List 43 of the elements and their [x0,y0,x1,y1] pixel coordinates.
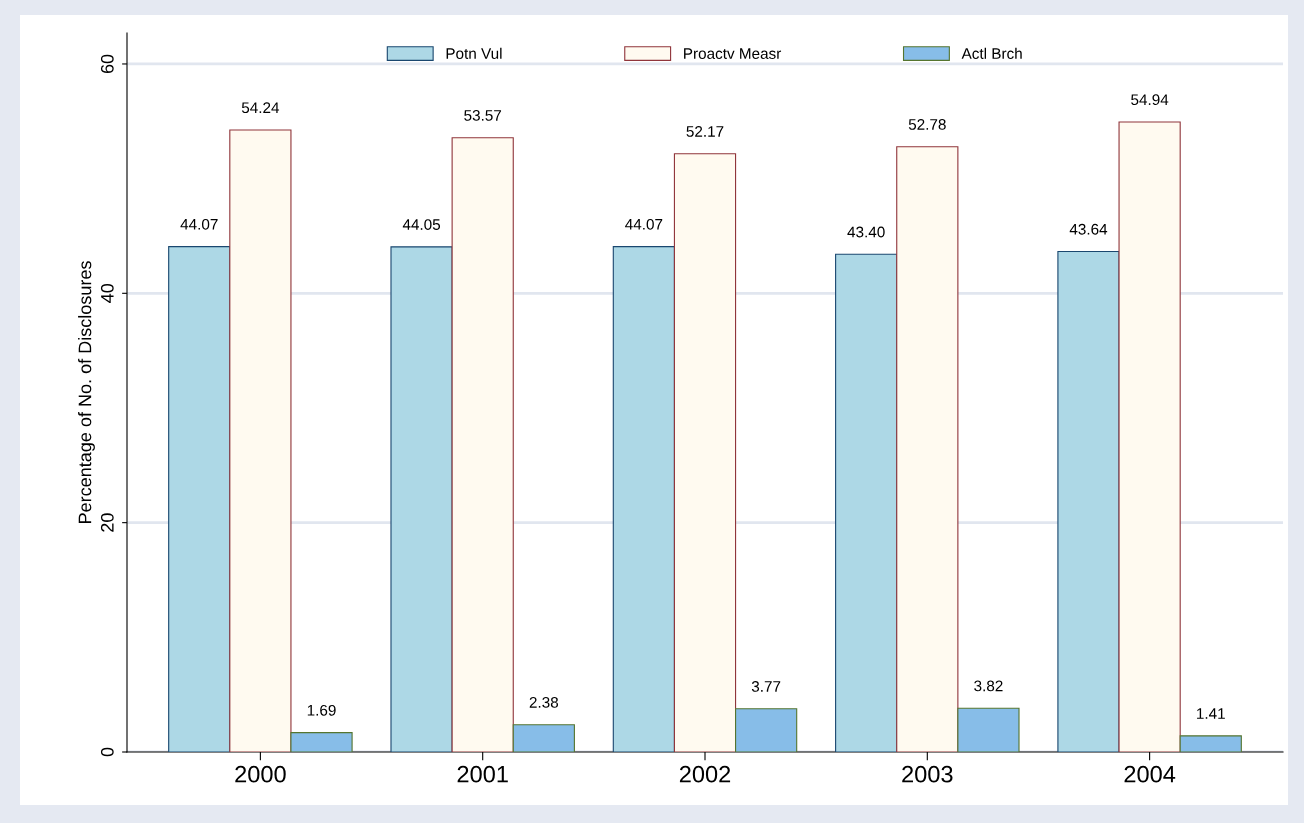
data-label: 1.41 [1197,708,1225,719]
bar [835,253,898,752]
bar [1118,121,1181,752]
bar [612,246,675,752]
data-label: 3.82 [974,680,1003,692]
data-label: 44.05 [402,219,441,230]
bar [512,724,575,752]
data-label: 43.64 [1069,223,1108,235]
x-tick-label: 2003 [902,765,953,783]
data-label: 1.69 [307,704,336,716]
bar [957,707,1020,752]
legend-label: Proactv Measr [684,48,782,59]
bar [1179,735,1242,752]
data-label: 44.07 [625,218,663,230]
bar [896,146,959,752]
bar [673,153,737,752]
bar [735,708,798,752]
x-tick-label: 2004 [1124,765,1176,783]
bar [451,137,514,752]
y-tick-label: 40 [100,283,114,303]
bar [229,129,292,752]
y-axis-title: Percentage of No. of Disclosures [78,261,95,523]
bar [168,246,231,752]
x-tick-label: 2001 [457,765,508,783]
bar [290,732,353,752]
y-tick-label: 60 [100,54,114,74]
x-tick-label: 2002 [679,765,731,783]
data-label: 3.77 [751,681,781,692]
data-label: 43.40 [847,226,885,238]
data-label: 2.38 [529,696,559,708]
legend-label: Potn Vul [446,47,502,59]
bar [1057,251,1120,752]
data-label: 52.17 [686,126,724,137]
data-label: 52.78 [908,119,946,130]
y-tick-label: 0 [100,747,114,757]
legend-label: Actl Brch [961,47,1022,59]
data-label: 54.24 [241,102,280,114]
data-label: 54.94 [1131,94,1169,106]
bar [390,246,453,752]
y-tick-label: 20 [100,513,114,532]
x-tick-label: 2000 [235,765,286,783]
data-label: 44.07 [180,218,218,230]
data-label: 53.57 [464,109,502,121]
